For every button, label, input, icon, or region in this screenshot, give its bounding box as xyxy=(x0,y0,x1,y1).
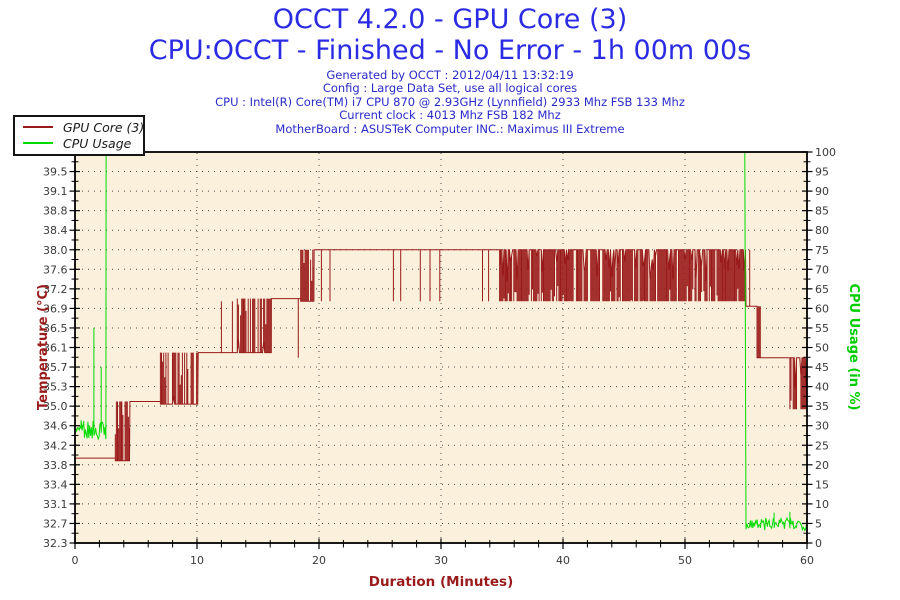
info-cpu: CPU : Intel(R) Core(TM) i7 CPU 870 @ 2.9… xyxy=(215,94,685,109)
y-right-tick-label: 85 xyxy=(815,205,829,218)
legend-line-sample-cpu-usage xyxy=(23,142,53,144)
system-info-block: Generated by OCCT : 2012/04/11 13:32:19 … xyxy=(0,68,900,136)
y-right-tick-label: 0 xyxy=(815,537,822,550)
y-left-tick-label: 38.4 xyxy=(43,224,68,237)
x-axis-title-duration: Duration (Minutes) xyxy=(369,574,514,590)
x-tick-label: 10 xyxy=(190,554,204,567)
chart-title: OCCT 4.2.0 - GPU Core (3) xyxy=(272,4,628,35)
y-left-tick-label: 34.6 xyxy=(43,420,68,433)
y-left-tick-label: 35.0 xyxy=(43,400,68,413)
y-right-tick-label: 10 xyxy=(815,498,829,511)
y-right-tick-label: 15 xyxy=(815,478,829,491)
legend-label-gpu-core: GPU Core (3) xyxy=(63,119,145,135)
legend-item-gpu-core: GPU Core (3) xyxy=(15,119,145,135)
y-axis-title-temperature: Temperature (°C) xyxy=(36,284,51,410)
y-left-tick-label: 32.3 xyxy=(43,537,68,550)
y-left-tick-label: 32.7 xyxy=(43,517,68,530)
x-tick-label: 20 xyxy=(312,554,326,567)
y-right-tick-label: 100 xyxy=(815,146,836,159)
y-right-tick-label: 95 xyxy=(815,166,829,179)
y-right-tick-label: 75 xyxy=(815,244,829,257)
y-right-tick-label: 50 xyxy=(815,342,829,355)
info-generated-by: Generated by OCCT : 2012/04/11 13:32:19 xyxy=(326,68,574,82)
y-right-tick-label: 65 xyxy=(815,283,829,296)
y-left-tick-label: 38.8 xyxy=(43,205,68,218)
y-left-tick-label: 35.7 xyxy=(43,361,68,374)
y-right-tick-label: 60 xyxy=(815,302,829,315)
y-left-tick-label: 33.8 xyxy=(43,459,68,472)
y-left-tick-label: 35.3 xyxy=(43,381,68,394)
series-line-cpu-usage xyxy=(74,151,808,532)
x-tick-label: 50 xyxy=(678,554,692,567)
info-current-clock: Current clock : 4013 Mhz FSB 182 Mhz xyxy=(339,108,561,123)
x-tick-label: 30 xyxy=(434,554,448,567)
y-left-tick-label: 36.1 xyxy=(43,342,68,355)
x-tick-label: 40 xyxy=(556,554,570,567)
info-config: Config : Large Data Set, use all logical… xyxy=(322,81,578,96)
series-line-gpu-core-3 xyxy=(75,249,807,462)
y-left-tick-label: 33.1 xyxy=(43,498,68,511)
y-right-tick-label: 30 xyxy=(815,420,829,433)
y-right-tick-label: 20 xyxy=(815,459,829,472)
info-motherboard: MotherBoard : ASUSTeK Computer INC.: Max… xyxy=(275,121,625,136)
legend-line-sample-gpu-core xyxy=(23,126,53,128)
y-right-tick-label: 55 xyxy=(815,322,829,335)
y-right-tick-label: 70 xyxy=(815,263,829,276)
y-left-tick-label: 34.2 xyxy=(43,439,68,452)
y-axis-title-cpu-usage: CPU Usage (in %) xyxy=(846,283,861,410)
y-right-tick-label: 35 xyxy=(815,400,829,413)
legend-label-cpu-usage: CPU Usage xyxy=(63,135,132,151)
y-left-tick-label: 37.6 xyxy=(43,263,68,276)
legend-item-cpu-usage: CPU Usage xyxy=(15,135,143,151)
y-right-tick-label: 40 xyxy=(815,381,829,394)
y-right-tick-label: 45 xyxy=(815,361,829,374)
y-left-tick-label: 38.0 xyxy=(43,244,68,257)
x-tick-label: 0 xyxy=(72,554,79,567)
y-right-tick-label: 25 xyxy=(815,439,829,452)
y-left-tick-label: 36.9 xyxy=(43,302,68,315)
x-tick-label: 60 xyxy=(800,554,814,567)
y-left-tick-label: 36.5 xyxy=(43,322,68,335)
chart-subtitle: CPU:OCCT - Finished - No Error - 1h 00m … xyxy=(148,35,752,66)
y-left-tick-label: 37.2 xyxy=(43,283,68,296)
legend: GPU Core (3) CPU Usage xyxy=(13,115,145,156)
y-right-tick-label: 90 xyxy=(815,185,829,198)
y-left-tick-label: 39.5 xyxy=(43,166,68,179)
y-right-tick-label: 5 xyxy=(815,517,822,530)
y-left-tick-label: 39.1 xyxy=(43,185,68,198)
y-right-tick-label: 80 xyxy=(815,224,829,237)
y-left-tick-label: 33.4 xyxy=(43,478,68,491)
